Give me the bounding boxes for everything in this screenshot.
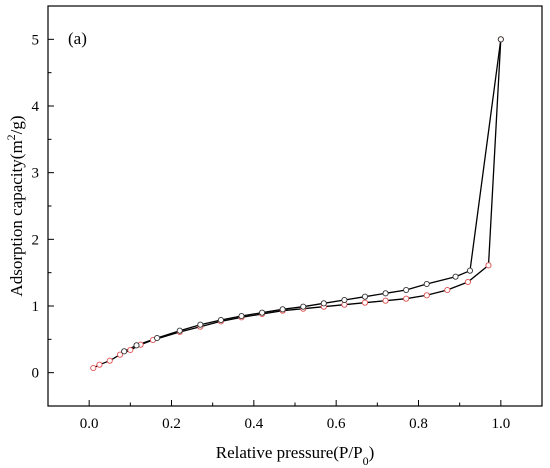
y-tick-label: 0	[32, 366, 40, 382]
desorption-point	[238, 312, 245, 320]
y-tick-label: 3	[32, 166, 40, 182]
y-tick-label: 1	[32, 299, 40, 315]
desorption-point	[361, 293, 369, 300]
y-tick-label: 2	[32, 232, 40, 248]
x-tick-label: 0.6	[327, 416, 346, 432]
desorption-point	[300, 303, 307, 310]
desorption-point	[217, 316, 224, 324]
y-tick-label: 5	[32, 32, 40, 48]
desorption-point	[121, 348, 128, 355]
adsorption-line	[92, 39, 502, 369]
desorption-point	[497, 36, 504, 43]
desorption-point	[154, 334, 161, 342]
adsorption-point	[116, 351, 124, 358]
x-tick-label: 0.4	[244, 416, 263, 432]
x-tick-label: 0.2	[162, 416, 181, 432]
axis-ticks	[48, 38, 502, 406]
x-tick-label: 1.0	[491, 416, 510, 432]
desorption-point	[197, 321, 204, 328]
adsorption-point	[90, 364, 97, 372]
desorption-point	[423, 280, 430, 288]
series-markers	[90, 36, 504, 372]
axis-tick-labels: 0.0 0.2 0.4 0.6 0.8 1.0 0 1 2 3 4 5	[32, 32, 511, 432]
desorption-point	[452, 273, 459, 280]
adsorption-point	[361, 299, 369, 306]
desorption-point	[320, 300, 327, 307]
adsorption-point	[106, 357, 113, 364]
plot-frame	[47, 5, 543, 407]
desorption-point	[133, 342, 140, 349]
desorption-point	[341, 296, 348, 304]
desorption-point	[259, 309, 266, 316]
desorption-point	[466, 267, 474, 274]
adsorption-point	[444, 286, 451, 294]
desorption-point	[176, 327, 183, 334]
adsorption-point	[403, 295, 410, 302]
adsorption-point	[382, 297, 389, 304]
desorption-point	[382, 290, 389, 297]
adsorption-point	[423, 292, 430, 299]
x-tick-label: 0.8	[409, 416, 428, 432]
y-tick-label: 4	[32, 99, 40, 115]
panel-label: (a)	[68, 29, 87, 48]
x-axis-label: Relative pressure(P/P0)	[216, 443, 375, 468]
y-axis-label: Adsorption capacity(m2/g)	[4, 115, 26, 296]
x-tick-label: 0.0	[80, 416, 99, 432]
adsorption-point	[464, 278, 471, 286]
desorption-point	[403, 286, 410, 294]
desorption-line	[123, 39, 502, 352]
adsorption-point	[485, 262, 492, 269]
adsorption-point	[96, 361, 103, 368]
adsorption-point	[127, 346, 134, 354]
desorption-point	[279, 306, 286, 313]
series-lines	[92, 39, 502, 369]
